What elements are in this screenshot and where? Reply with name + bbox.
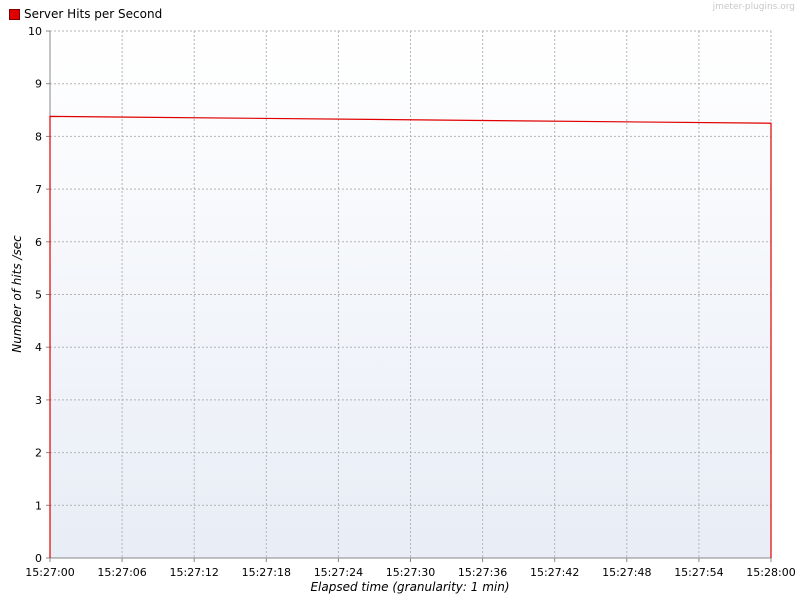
x-tick-labels: 15:27:00 15:27:06 15:27:12 15:27:18 15:27:24… bbox=[25, 566, 795, 579]
y-tick-label: 5 bbox=[35, 289, 42, 302]
x-axis-label: Elapsed time (granularity: 1 min) bbox=[310, 580, 510, 594]
data-point bbox=[49, 115, 51, 117]
y-tick-labels: 0 1 2 3 4 5 6 7 8 9 10 bbox=[28, 25, 42, 565]
y-axis-label: Number of hits /sec bbox=[10, 235, 24, 353]
x-tick-label: 15:27:54 bbox=[674, 566, 723, 579]
y-tick-label: 7 bbox=[35, 183, 42, 196]
legend-label: Server Hits per Second bbox=[24, 7, 163, 21]
x-tick-label: 15:27:06 bbox=[97, 566, 146, 579]
y-tick-label: 8 bbox=[35, 130, 42, 143]
y-tick-label: 2 bbox=[35, 447, 42, 460]
y-tick-label: 4 bbox=[35, 341, 42, 354]
data-point bbox=[770, 122, 772, 124]
x-tick-label: 15:27:12 bbox=[169, 566, 218, 579]
y-tick-label: 3 bbox=[35, 394, 42, 407]
y-tick-label: 9 bbox=[35, 78, 42, 91]
watermark: jmeter-plugins.org bbox=[712, 2, 795, 12]
x-tick-label: 15:27:36 bbox=[458, 566, 507, 579]
y-tick-label: 10 bbox=[28, 25, 42, 38]
x-tick-label: 15:27:18 bbox=[242, 566, 291, 579]
x-tick-label: 15:27:00 bbox=[25, 566, 74, 579]
x-tick-label: 15:27:30 bbox=[386, 566, 435, 579]
x-tick-label: 15:27:42 bbox=[530, 566, 579, 579]
x-tick-label: 15:27:48 bbox=[602, 566, 651, 579]
y-tick-label: 0 bbox=[35, 552, 42, 565]
y-tick-label: 6 bbox=[35, 236, 42, 249]
gridlines bbox=[50, 30, 772, 558]
legend: Server Hits per Second bbox=[9, 7, 162, 21]
y-tick-label: 1 bbox=[35, 499, 42, 512]
series-line bbox=[49, 115, 772, 558]
x-tick-label: 15:28:00 bbox=[746, 566, 795, 579]
series-group bbox=[49, 115, 772, 558]
legend-swatch bbox=[9, 8, 20, 20]
x-tick-label: 15:27:24 bbox=[314, 566, 363, 579]
